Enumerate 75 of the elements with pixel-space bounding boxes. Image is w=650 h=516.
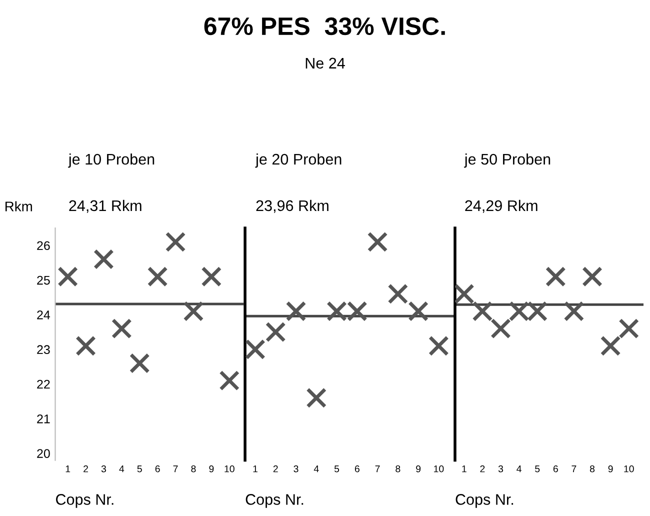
point xyxy=(618,318,640,339)
x-tick-label: 6 xyxy=(553,465,558,472)
point xyxy=(367,232,388,252)
x-tick-label: 3 xyxy=(101,465,106,472)
x-tick-label: 6 xyxy=(155,465,160,472)
point xyxy=(472,301,493,322)
x-tick-label: 5 xyxy=(334,465,340,472)
y-tick-label: 26 xyxy=(37,241,50,250)
chart-title: je 20 Proben xyxy=(255,153,342,168)
x-tick-label: 9 xyxy=(608,465,613,472)
chart-subtitle: 23,96 Rkm xyxy=(256,200,328,213)
point xyxy=(93,249,114,270)
y-tick-label: 23 xyxy=(37,345,50,354)
chart-title: je 10 Proben xyxy=(68,153,154,168)
x-tick-label: 10 xyxy=(624,465,634,472)
x-axis-title: Cops Nr. xyxy=(246,494,304,508)
point xyxy=(455,284,474,304)
point xyxy=(564,301,584,322)
point xyxy=(388,284,408,304)
chart-title: je 50 Proben xyxy=(464,153,550,168)
x-tick-label: 6 xyxy=(354,465,360,472)
x-tick-label: 3 xyxy=(294,465,298,472)
x-axis-title: Cops Nr. xyxy=(456,494,514,508)
chart-subtitle: 24,29 Rkm xyxy=(465,200,538,213)
x-tick-label: 8 xyxy=(396,465,400,472)
point xyxy=(129,352,150,374)
x-tick-label: 1 xyxy=(253,465,258,472)
point xyxy=(490,318,511,339)
x-tick-label: 9 xyxy=(209,465,214,472)
x-tick-label: 7 xyxy=(173,465,178,472)
x-tick-label: 7 xyxy=(572,465,576,472)
x-tick-label: 5 xyxy=(535,465,540,472)
point xyxy=(219,370,240,391)
y-axis-title: Rkm xyxy=(5,201,32,212)
y-tick-label: 22 xyxy=(37,380,50,389)
point xyxy=(165,232,186,252)
text: 67% PES 33% VISC. xyxy=(204,17,445,36)
x-tick-label: 4 xyxy=(516,465,522,472)
x-tick-label: 10 xyxy=(434,465,444,472)
x-tick-label: 4 xyxy=(119,465,124,472)
point xyxy=(201,266,222,287)
y-tick-label: 25 xyxy=(37,276,50,285)
y-tick-label: 20 xyxy=(37,449,50,458)
point xyxy=(600,336,621,356)
x-tick-label: 4 xyxy=(314,465,319,472)
point xyxy=(265,322,286,342)
point xyxy=(582,266,602,287)
y-tick-label: 21 xyxy=(37,414,50,424)
point xyxy=(428,336,449,356)
y-tick-label: 24 xyxy=(37,310,50,320)
text: Ne 24 xyxy=(306,58,345,69)
point xyxy=(286,301,306,322)
point xyxy=(76,336,96,356)
point xyxy=(58,266,78,287)
x-tick-label: 8 xyxy=(191,465,196,472)
point xyxy=(545,266,566,287)
x-tick-label: 1 xyxy=(66,465,70,472)
point xyxy=(245,339,266,360)
chart-subtitle: 24,31 Rkm xyxy=(69,200,142,213)
x-tick-label: 3 xyxy=(498,465,504,472)
x-tick-label: 9 xyxy=(416,465,421,472)
x-tick-label: 5 xyxy=(137,465,142,472)
point xyxy=(306,388,327,408)
point xyxy=(408,301,429,322)
x-tick-label: 7 xyxy=(375,465,380,472)
x-tick-label: 2 xyxy=(84,465,88,472)
x-axis-title: Cops Nr. xyxy=(56,494,114,508)
point xyxy=(111,318,132,339)
x-tick-label: 2 xyxy=(480,465,485,472)
x-tick-label: 2 xyxy=(273,465,278,472)
point xyxy=(147,266,168,287)
x-tick-label: 1 xyxy=(462,465,466,472)
x-tick-label: 8 xyxy=(590,465,595,472)
point xyxy=(183,301,204,322)
x-tick-label: 10 xyxy=(224,465,234,472)
